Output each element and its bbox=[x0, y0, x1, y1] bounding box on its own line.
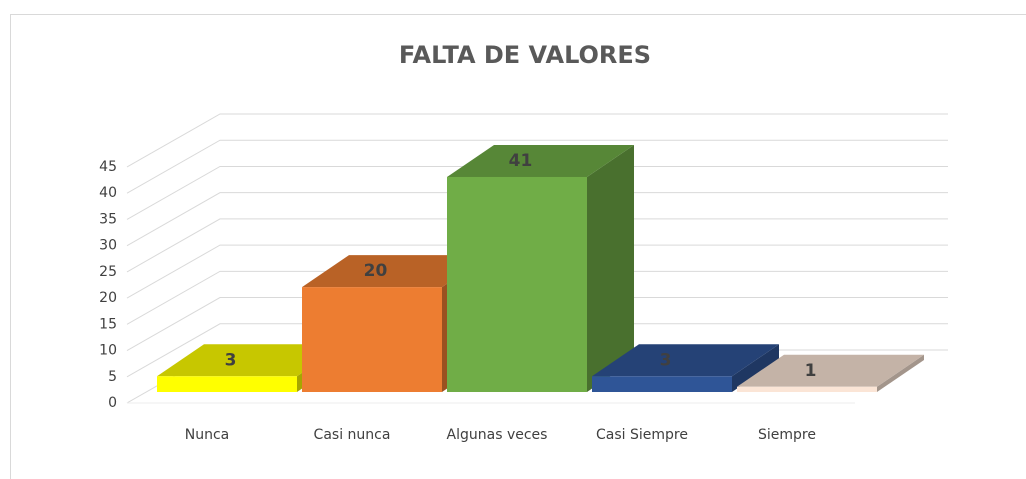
y-tick-label: 35 bbox=[99, 211, 117, 227]
grid-line bbox=[126, 139, 948, 194]
grid-line bbox=[126, 165, 948, 220]
x-tick-label: Casi Siempre bbox=[596, 427, 688, 443]
x-tick-label: Casi nunca bbox=[314, 427, 391, 443]
bar-side bbox=[587, 144, 634, 392]
bar-top bbox=[302, 255, 489, 288]
bar-front bbox=[157, 376, 297, 392]
grid-line bbox=[126, 218, 948, 273]
data-label: 3 bbox=[225, 350, 237, 370]
chart-title: FALTA DE VALORES bbox=[399, 41, 651, 69]
y-tick-label: 40 bbox=[99, 185, 117, 201]
bar-top bbox=[592, 344, 779, 377]
grid-line bbox=[126, 113, 948, 168]
y-tick-label: 45 bbox=[99, 159, 117, 175]
bar-front bbox=[737, 386, 877, 392]
y-tick-label: 0 bbox=[108, 395, 117, 411]
grid-line bbox=[126, 192, 948, 247]
y-tick-label: 25 bbox=[99, 264, 117, 280]
x-tick-label: Nunca bbox=[185, 427, 230, 443]
x-tick-label: Siempre bbox=[758, 427, 816, 443]
bar-side bbox=[732, 344, 779, 392]
bar-top bbox=[157, 344, 344, 377]
bar-top bbox=[447, 144, 634, 177]
bar-front bbox=[302, 287, 442, 392]
bar-top bbox=[737, 354, 924, 387]
bar bbox=[447, 144, 634, 392]
data-label: 3 bbox=[660, 350, 672, 370]
data-label: 41 bbox=[509, 151, 533, 171]
y-tick-label: 15 bbox=[99, 316, 117, 332]
bar bbox=[737, 354, 924, 392]
grid-line bbox=[126, 297, 948, 351]
y-tick-label: 10 bbox=[99, 343, 117, 359]
y-tick-label: 30 bbox=[99, 238, 117, 254]
bar-front bbox=[447, 176, 587, 392]
x-tick-label: Algunas veces bbox=[447, 427, 548, 443]
grid-line bbox=[126, 323, 948, 378]
bar-side bbox=[877, 354, 924, 392]
data-label: 20 bbox=[364, 261, 388, 281]
bar bbox=[592, 344, 779, 392]
grid-line bbox=[126, 244, 948, 299]
data-label: 1 bbox=[805, 361, 817, 381]
y-tick-label: 20 bbox=[99, 290, 117, 306]
y-tick-label: 5 bbox=[108, 369, 117, 385]
grid-line bbox=[126, 270, 948, 325]
bar-front bbox=[592, 376, 732, 392]
